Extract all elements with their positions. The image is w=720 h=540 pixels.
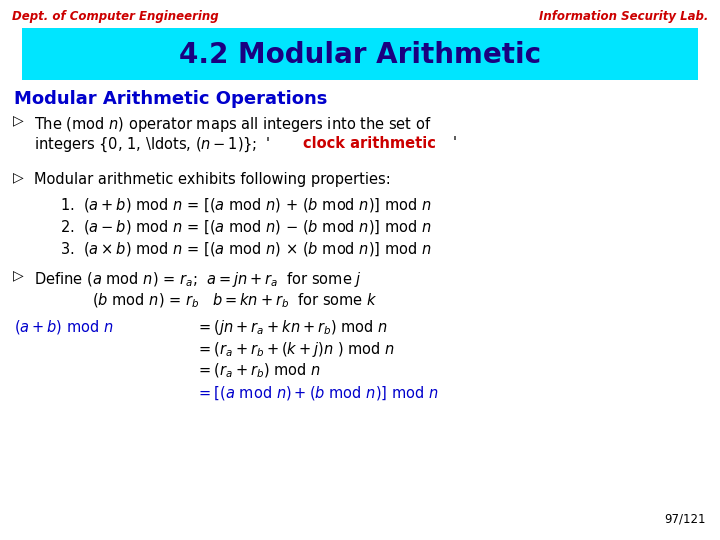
Text: integers {0, 1, \ldots, ($n - 1$)};  ': integers {0, 1, \ldots, ($n - 1$)}; ' [34, 136, 270, 154]
Text: 4.2 Modular Arithmetic: 4.2 Modular Arithmetic [179, 41, 541, 69]
Text: The (mod $n$) operator maps all integers into the set of: The (mod $n$) operator maps all integers… [34, 115, 432, 134]
Text: Modular arithmetic exhibits following properties:: Modular arithmetic exhibits following pr… [34, 172, 391, 187]
Text: Information Security Lab.: Information Security Lab. [539, 10, 708, 23]
FancyBboxPatch shape [22, 28, 698, 80]
Text: 97/121: 97/121 [665, 513, 706, 526]
Text: Define ($a$ mod $n$) = $r_a$;  $a = jn + r_a$  for some $j$: Define ($a$ mod $n$) = $r_a$; $a = jn + … [34, 270, 362, 289]
Text: 1.  $(a + b)$ mod $n$ = [($a$ mod $n$) + ($b$ mod $n$)] mod $n$: 1. $(a + b)$ mod $n$ = [($a$ mod $n$) + … [60, 196, 431, 214]
Text: 3.  $(a \times b)$ mod $n$ = [($a$ mod $n$) $\times$ ($b$ mod $n$)] mod $n$: 3. $(a \times b)$ mod $n$ = [($a$ mod $n… [60, 240, 431, 258]
Text: $\triangleright$: $\triangleright$ [12, 270, 24, 285]
Text: $\triangleright$: $\triangleright$ [12, 115, 24, 130]
Text: $= [(a$ mod $n) + (b$ mod $n)]$ mod $n$: $= [(a$ mod $n) + (b$ mod $n)]$ mod $n$ [196, 384, 438, 402]
Text: clock arithmetic: clock arithmetic [303, 136, 436, 151]
Text: $(a + b)$ mod $n$: $(a + b)$ mod $n$ [14, 318, 114, 336]
Text: $\triangleright$: $\triangleright$ [12, 172, 24, 186]
Text: $= (r_a + r_b)$ mod $n$: $= (r_a + r_b)$ mod $n$ [196, 362, 321, 380]
Text: ($b$ mod $n$) = $r_b$   $b = kn + r_b$  for some $k$: ($b$ mod $n$) = $r_b$ $b = kn + r_b$ for… [92, 292, 377, 310]
Text: Modular Arithmetic Operations: Modular Arithmetic Operations [14, 90, 328, 108]
Text: ': ' [453, 136, 457, 151]
Text: Dept. of Computer Engineering: Dept. of Computer Engineering [12, 10, 219, 23]
Text: $= (r_a + r_b + (k + j)n\ )$ mod $n$: $= (r_a + r_b + (k + j)n\ )$ mod $n$ [196, 340, 395, 359]
Text: $= (jn + r_a + kn + r_b)$ mod $n$: $= (jn + r_a + kn + r_b)$ mod $n$ [196, 318, 388, 337]
Text: 2.  $(a - b)$ mod $n$ = [($a$ mod $n$) $-$ ($b$ mod $n$)] mod $n$: 2. $(a - b)$ mod $n$ = [($a$ mod $n$) $-… [60, 218, 431, 236]
